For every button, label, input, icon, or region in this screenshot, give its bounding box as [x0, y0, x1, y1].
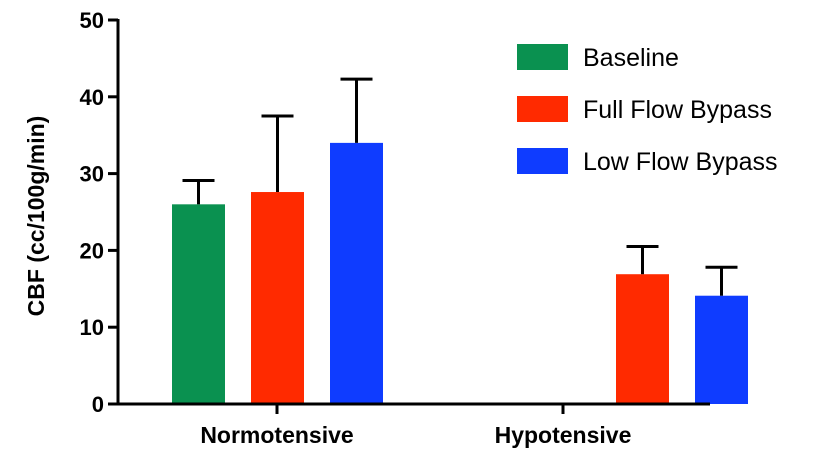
error-bar-normotensive-baseline: [182, 179, 215, 205]
error-bar-normotensive-low-flow-bypass: [340, 77, 373, 143]
error-bar-hypotensive-full-flow-bypass: [626, 245, 659, 275]
legend-item-full-flow-bypass: Full Flow Bypass: [517, 96, 772, 124]
bars-layer: [172, 142, 748, 404]
y-tick-label: 10: [80, 315, 104, 340]
error-bar-normotensive-full-flow-bypass: [261, 114, 294, 193]
y-tick-label: 40: [80, 85, 104, 110]
y-tick-label: 0: [92, 392, 104, 417]
x-category-label-normotensive: Normotensive: [200, 422, 353, 448]
bar-normotensive-baseline: [172, 204, 225, 404]
legend-label: Low Flow Bypass: [583, 148, 778, 176]
y-tick-label: 30: [80, 162, 104, 187]
y-axis-title: CBF (cc/100g/min): [23, 116, 49, 317]
bar-hypotensive-full-flow-bypass: [616, 274, 669, 404]
legend-label: Full Flow Bypass: [583, 96, 772, 124]
y-tick-label: 20: [80, 238, 104, 263]
bar-normotensive-low-flow-bypass: [330, 142, 383, 404]
legend-swatch: [517, 44, 568, 70]
error-bars-layer: [182, 77, 738, 296]
axes-layer: 0 10 20 30 40 50 Normotensive Hypotensive: [80, 8, 710, 448]
bar-normotensive-full-flow-bypass: [251, 192, 304, 404]
y-tick-label: 50: [80, 8, 104, 33]
legend-item-low-flow-bypass: Low Flow Bypass: [517, 148, 778, 176]
legend-swatch: [517, 148, 568, 174]
legend: Baseline Full Flow Bypass Low Flow Bypass: [517, 44, 778, 176]
legend-label: Baseline: [583, 44, 679, 72]
bar-hypotensive-low-flow-bypass: [695, 295, 748, 404]
legend-swatch: [517, 96, 568, 122]
x-category-label-hypotensive: Hypotensive: [495, 422, 632, 448]
legend-item-baseline: Baseline: [517, 44, 679, 72]
error-bar-hypotensive-low-flow-bypass: [705, 265, 738, 296]
